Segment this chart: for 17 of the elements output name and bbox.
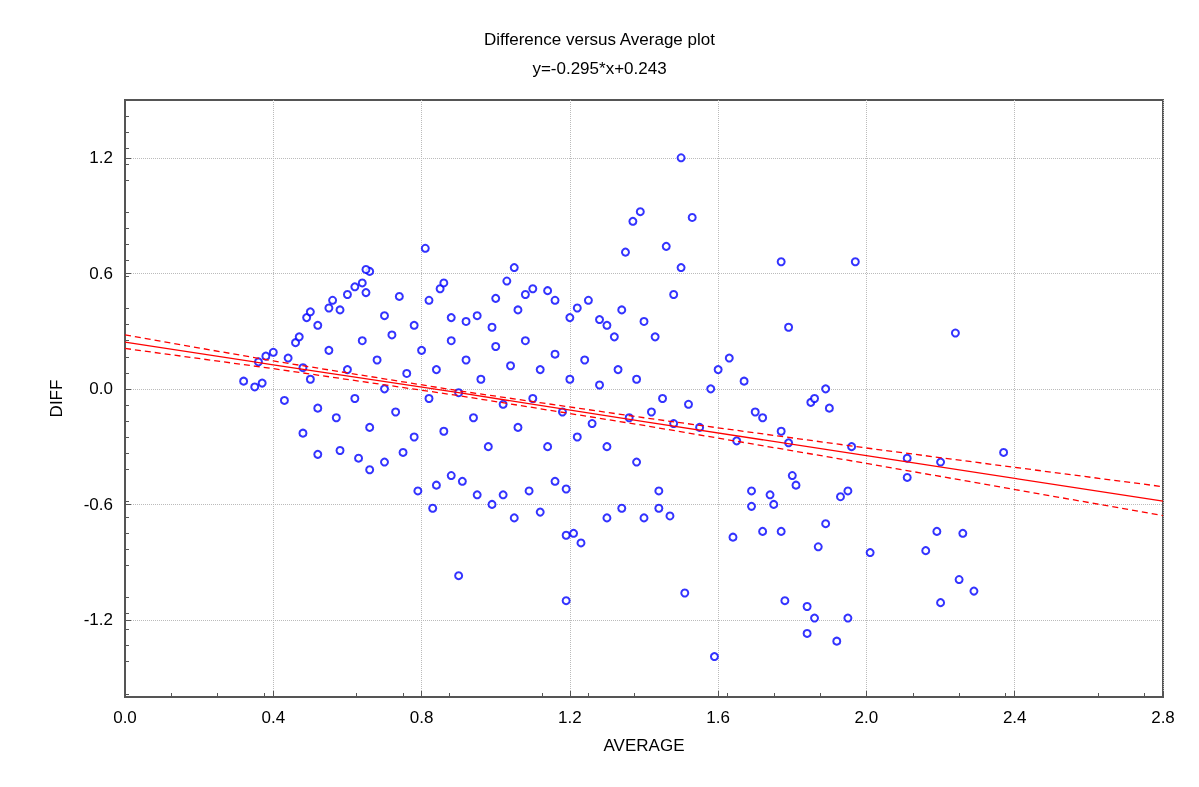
y-tick-label: -1.2	[83, 610, 113, 630]
x-axis-title: AVERAGE	[603, 736, 685, 755]
x-tick-label: 1.2	[558, 708, 582, 727]
y-tick-label: 1.2	[89, 148, 113, 168]
x-tick-label: 2.0	[854, 708, 879, 727]
x-tick-label: 0.8	[409, 708, 434, 727]
chart-subtitle: y=-0.295*x+0.243	[532, 59, 667, 78]
x-tick-label: 2.8	[1151, 708, 1175, 727]
x-tick-label: 0.0	[113, 708, 137, 727]
x-tick-label: 0.4	[261, 708, 286, 727]
y-tick-label: 0.0	[89, 379, 113, 399]
y-axis-title: DIFF	[47, 379, 66, 418]
x-tick-label: 1.6	[706, 708, 730, 727]
y-tick-label: -0.6	[83, 494, 113, 514]
y-tick-label: 0.6	[89, 263, 113, 283]
x-tick-label: 2.4	[1002, 708, 1027, 727]
chart-title: Difference versus Average plot	[484, 30, 716, 49]
